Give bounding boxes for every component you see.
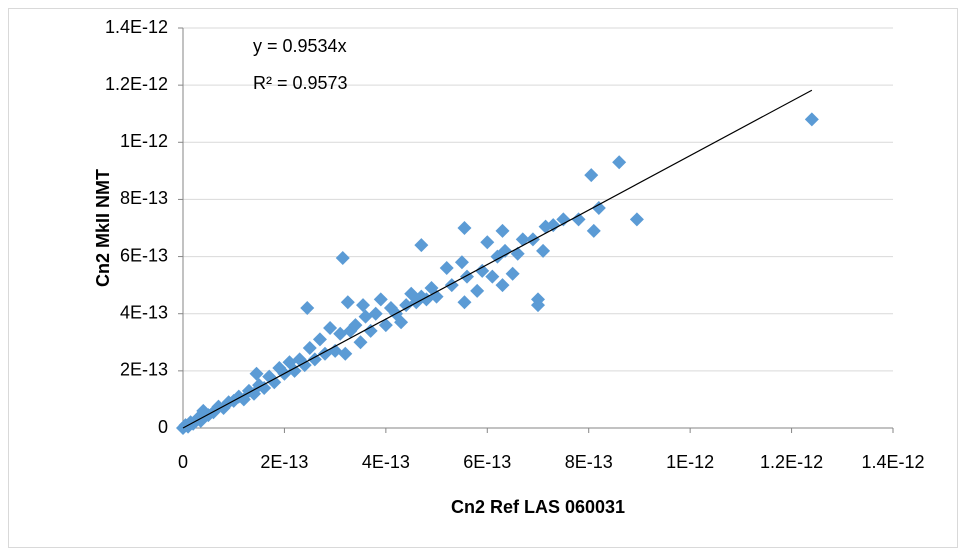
point — [485, 269, 500, 284]
x-axis-title: Cn2 Ref LAS 060031 — [451, 497, 625, 517]
point — [495, 278, 510, 293]
point — [353, 335, 368, 350]
point — [358, 309, 373, 324]
point — [356, 298, 371, 313]
point — [556, 212, 571, 227]
x-tick-label: 8E-13 — [565, 452, 613, 472]
point — [363, 323, 378, 338]
point — [498, 243, 513, 258]
y-tick-label: 8E-13 — [120, 188, 168, 208]
x-tick-label: 2E-13 — [260, 452, 308, 472]
point — [475, 263, 490, 278]
x-tick-label: 1E-12 — [666, 452, 714, 472]
x-tick-label: 1.2E-12 — [760, 452, 823, 472]
y-tick-label: 0 — [158, 417, 168, 437]
point — [368, 306, 383, 321]
point — [515, 232, 530, 247]
point — [490, 249, 505, 264]
point — [335, 251, 350, 265]
y-tick-label: 4E-13 — [120, 302, 168, 322]
point — [333, 326, 348, 341]
point — [480, 235, 495, 250]
point — [571, 212, 586, 227]
point — [414, 238, 429, 253]
point — [249, 366, 264, 381]
point — [340, 295, 355, 310]
point — [536, 243, 551, 258]
point — [470, 283, 485, 298]
point — [531, 298, 545, 313]
point — [591, 201, 606, 215]
trendline-annotation: y = 0.9534x — [253, 36, 347, 56]
point — [457, 295, 472, 310]
point — [454, 255, 469, 270]
point — [323, 321, 338, 335]
y-axis-title: Cn2 MkII NMT — [93, 169, 113, 287]
point — [629, 212, 644, 227]
point — [328, 343, 343, 358]
point — [312, 332, 327, 347]
y-tick-label: 1.2E-12 — [105, 74, 168, 94]
point — [297, 358, 312, 373]
x-tick-label: 4E-13 — [362, 452, 410, 472]
point — [348, 318, 363, 333]
y-tick-label: 2E-13 — [120, 360, 168, 380]
point — [378, 318, 393, 333]
point — [495, 223, 510, 238]
point — [394, 315, 409, 330]
point — [584, 168, 599, 183]
y-tick-label: 1.4E-12 — [105, 17, 168, 37]
point — [302, 341, 317, 355]
x-tick-label: 6E-13 — [463, 452, 511, 472]
point — [399, 298, 414, 313]
point — [287, 363, 302, 378]
point — [546, 218, 561, 233]
trendline — [182, 89, 813, 429]
chart-border — [8, 8, 958, 548]
y-tick-label: 1E-12 — [120, 131, 168, 151]
point — [457, 221, 472, 235]
point — [300, 301, 315, 315]
x-tick-label: 0 — [178, 452, 188, 472]
point — [612, 155, 627, 170]
point — [373, 292, 388, 307]
trendline-annotation: R² = 0.9573 — [253, 73, 348, 93]
point — [586, 223, 601, 238]
point — [439, 261, 454, 275]
point — [505, 266, 520, 281]
point — [804, 112, 819, 127]
y-tick-label: 6E-13 — [120, 245, 168, 265]
point — [267, 375, 282, 390]
point — [257, 381, 272, 395]
point — [338, 346, 353, 361]
x-tick-label: 1.4E-12 — [861, 452, 924, 472]
